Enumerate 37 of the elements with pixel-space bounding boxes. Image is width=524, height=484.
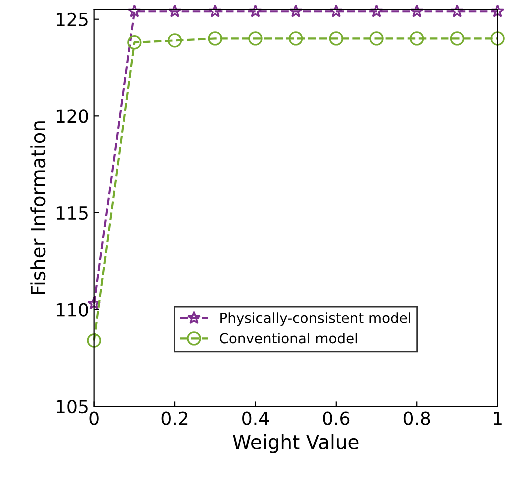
point (330, 4, 344, 18)
point (128, 4, 142, 18)
point (208, 32, 222, 46)
point (289, 4, 303, 18)
legend-label: Conventional model (220, 332, 358, 344)
x-tick-label: 1 (494, 412, 502, 426)
x-tick-label: 0.2 (162, 412, 188, 426)
point (168, 4, 182, 18)
point (491, 4, 505, 18)
x-tick-label: 0.6 (323, 412, 350, 426)
point (329, 32, 344, 46)
x-tick-label: 0 (90, 412, 99, 426)
point (490, 32, 505, 46)
point (370, 4, 384, 18)
point (370, 32, 384, 46)
y-axis-title: Fisher Information (30, 122, 46, 294)
point (87, 334, 102, 348)
y-tick-label: 125 (56, 12, 88, 26)
point (128, 36, 142, 50)
x-tick-label: 0.4 (242, 412, 270, 426)
point (88, 296, 102, 310)
y-tick-label: 110 (56, 303, 88, 317)
point (248, 32, 263, 46)
point (168, 34, 182, 48)
point (450, 4, 464, 18)
point (410, 4, 424, 18)
point (410, 32, 424, 46)
x-tick-label: 0.8 (404, 412, 430, 426)
point (450, 32, 465, 46)
y-tick-label: 115 (56, 206, 88, 220)
y-tick-label: 120 (56, 110, 88, 124)
legend-label: Physically-consistent model (220, 312, 410, 326)
point (208, 4, 222, 18)
x-axis-title: Weight Value (233, 434, 359, 454)
y-tick-label: 105 (56, 400, 88, 414)
point (288, 32, 304, 46)
point (248, 4, 262, 18)
